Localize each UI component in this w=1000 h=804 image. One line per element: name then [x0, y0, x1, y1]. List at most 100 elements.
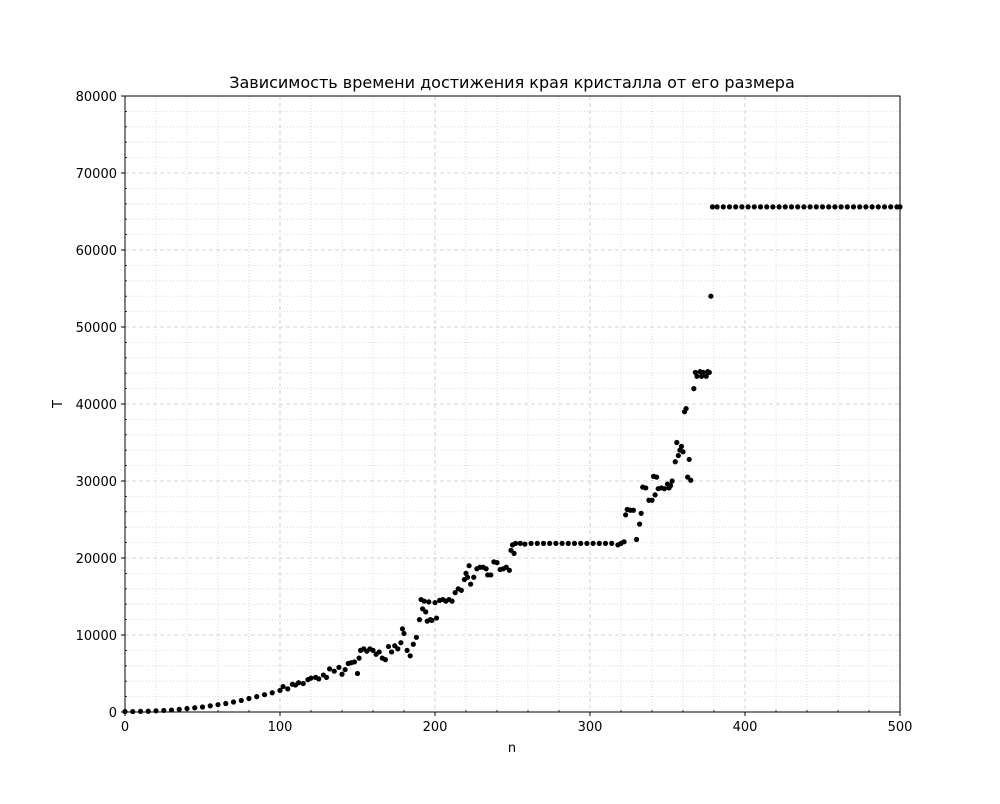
data-point [757, 204, 764, 210]
x-tick-label: 200 [423, 720, 448, 735]
y-tick-label: 70000 [76, 167, 117, 182]
y-tick-label: 40000 [76, 398, 117, 413]
x-axis-label: n [508, 741, 516, 756]
data-point [300, 680, 306, 687]
data-point [633, 536, 640, 543]
data-point [354, 670, 361, 677]
data-point [708, 293, 714, 299]
data-point [176, 706, 182, 712]
y-tick-label: 20000 [76, 552, 117, 567]
data-point [714, 204, 720, 210]
data-point [534, 540, 540, 546]
data-point [547, 540, 553, 546]
data-point [528, 540, 534, 546]
data-point [643, 485, 649, 491]
data-point [688, 477, 694, 483]
data-point [672, 459, 678, 465]
data-point [700, 369, 706, 376]
data-point [432, 600, 438, 606]
data-point [223, 700, 229, 707]
y-tick-label: 30000 [76, 475, 117, 490]
y-tick-label: 0 [109, 706, 117, 721]
data-point [471, 574, 477, 580]
data-point [339, 671, 345, 677]
x-tick-label: 0 [121, 720, 129, 735]
data-point [869, 204, 875, 210]
data-point [398, 640, 404, 646]
data-point [389, 649, 395, 655]
data-point [703, 373, 709, 379]
y-axis-label: T [51, 400, 66, 409]
data-point [863, 204, 869, 210]
data-point [488, 572, 494, 578]
data-point [801, 204, 807, 210]
data-point [637, 521, 643, 527]
y-axis-ticks: 0 10000 20000 30000 40000 50000 60000 70000 8000… [76, 90, 127, 721]
data-point [590, 540, 596, 546]
data-point [706, 369, 712, 376]
data-point [423, 609, 429, 615]
data-point [449, 598, 455, 604]
data-point [407, 653, 413, 659]
data-point [416, 617, 423, 623]
chart-title: Зависимость времени достижения края крис… [229, 73, 795, 92]
data-point [327, 666, 333, 672]
data-point [404, 647, 410, 654]
data-point [686, 456, 692, 463]
data-point [385, 643, 392, 650]
data-point [192, 705, 198, 711]
data-point [522, 541, 528, 547]
data-point [433, 615, 440, 621]
data-point [410, 641, 416, 647]
data-point [207, 703, 213, 709]
x-tick-label: 500 [888, 720, 913, 735]
data-point [649, 497, 655, 503]
data-point [342, 667, 348, 673]
data-point [739, 204, 745, 210]
data-point [709, 204, 716, 210]
data-point [654, 474, 660, 480]
data-point [726, 204, 733, 210]
data-point [426, 599, 432, 605]
y-tick-label: 50000 [76, 321, 117, 336]
data-point [184, 705, 190, 712]
data-point [452, 590, 458, 596]
x-tick-label: 400 [733, 720, 758, 735]
data-point [483, 566, 489, 572]
data-point [429, 617, 435, 623]
data-point [565, 540, 571, 546]
data-point [584, 540, 590, 546]
data-point [881, 204, 888, 210]
y-tick-label: 80000 [76, 90, 117, 105]
y-tick-label: 60000 [76, 244, 117, 259]
data-point [844, 204, 850, 210]
data-point [230, 699, 237, 705]
y-tick-label: 10000 [76, 629, 117, 644]
data-point [559, 540, 565, 546]
data-point [680, 449, 686, 455]
data-point [770, 204, 776, 210]
data-point [638, 510, 644, 516]
data-point [395, 646, 401, 652]
data-point [691, 386, 697, 392]
data-point [669, 478, 675, 484]
data-point [553, 540, 559, 546]
data-point [807, 204, 813, 210]
data-point [819, 204, 826, 210]
data-point [336, 664, 342, 670]
data-point [199, 704, 206, 710]
data-point [832, 204, 838, 210]
data-point [238, 697, 244, 704]
data-point [323, 674, 330, 680]
data-point [168, 707, 175, 713]
data-point [280, 683, 286, 690]
data-point [776, 204, 782, 210]
data-point [675, 452, 681, 459]
x-axis-ticks: 0 100 200 300 400 500 [121, 710, 913, 735]
data-point [782, 204, 788, 210]
data-point [838, 204, 844, 210]
data-point [621, 539, 627, 545]
data-point [826, 204, 832, 210]
x-tick-label: 100 [268, 720, 293, 735]
